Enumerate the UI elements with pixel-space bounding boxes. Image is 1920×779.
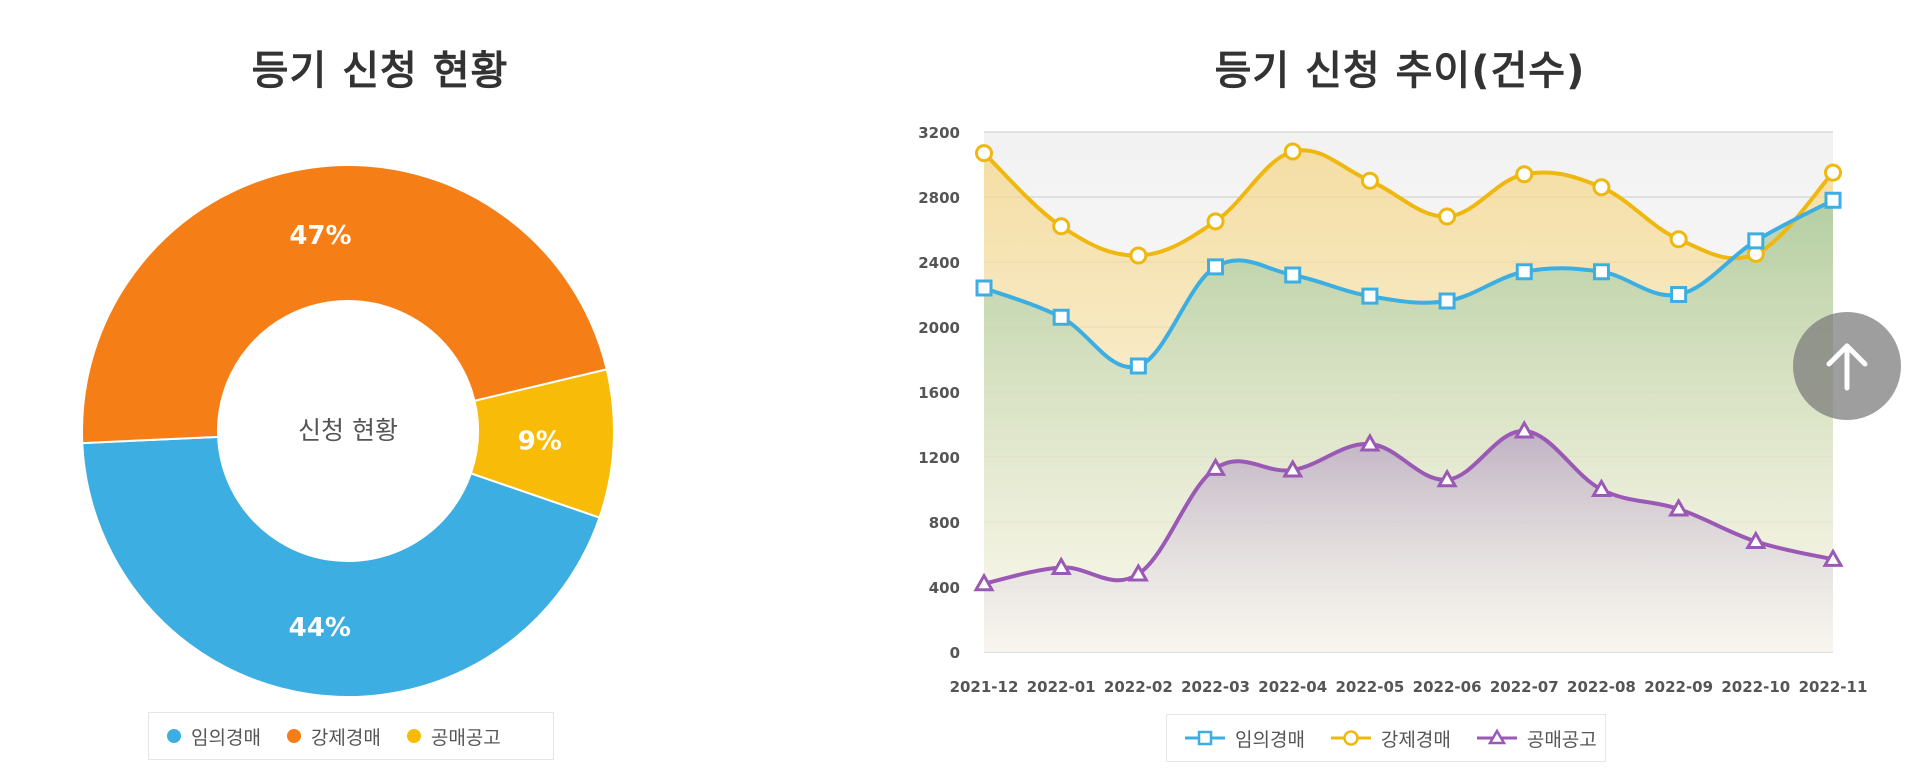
data-point[interactable]: [973, 572, 995, 592]
legend-label: 강제경매: [310, 726, 381, 749]
data-point[interactable]: [1283, 142, 1302, 161]
donut-chart: 44% 47% 9% 신청 현황: [81, 164, 615, 698]
legend-dot-icon: [167, 729, 181, 743]
data-point[interactable]: [1206, 212, 1225, 231]
line-legend: 임의경매 강제경매 공매공고: [1166, 714, 1606, 762]
donut-slice-auction-compulsory[interactable]: [81, 164, 608, 445]
data-point[interactable]: [1436, 468, 1458, 488]
data-point[interactable]: [1129, 246, 1148, 265]
data-point[interactable]: [1359, 432, 1381, 452]
x-tick-label: 2022-11: [1799, 678, 1868, 696]
data-point[interactable]: [1129, 357, 1147, 375]
data-point[interactable]: [1052, 217, 1071, 236]
series-auction-compulsory-line: [982, 148, 1835, 261]
data-point[interactable]: [1207, 258, 1225, 276]
data-point[interactable]: [1592, 178, 1611, 197]
data-point[interactable]: [1747, 232, 1765, 250]
x-tick-label: 2021-12: [950, 678, 1019, 696]
donut-chart-title: 등기 신청 현황: [251, 48, 509, 94]
legend-dot-icon: [286, 729, 301, 743]
data-point[interactable]: [1824, 163, 1842, 182]
line-chart: 0 400 800 1200 1600 2000 2400 2800 3200 2021-12 20…: [918, 124, 1867, 696]
square-marker-icon: [1185, 730, 1225, 746]
legend-item-public-sale[interactable]: 공매공고: [1476, 725, 1597, 752]
data-point[interactable]: [975, 144, 993, 163]
x-tick-label: 2022-06: [1413, 678, 1482, 696]
data-point[interactable]: [1513, 419, 1535, 439]
legend-label: 임의경매: [1235, 728, 1305, 751]
y-tick-label: 2800: [918, 189, 960, 207]
y-tick-label: 3200: [918, 124, 960, 142]
data-point[interactable]: [1822, 548, 1844, 567]
triangle-marker-icon: [1476, 728, 1517, 745]
arrow-up-icon: [1826, 343, 1868, 391]
y-tick-label: 2000: [918, 319, 960, 337]
legend-item-auction-compulsory[interactable]: 강제경매: [286, 723, 381, 750]
data-point[interactable]: [1592, 263, 1610, 281]
y-tick-label: 1600: [918, 384, 960, 402]
data-point[interactable]: [1515, 263, 1533, 281]
y-tick-label: 0: [950, 644, 960, 662]
legend-dot-icon: [406, 729, 421, 743]
donut-slice-label: 44%: [289, 613, 351, 643]
y-tick-label: 1200: [918, 449, 960, 467]
x-tick-label: 2022-03: [1181, 678, 1250, 696]
data-point[interactable]: [1669, 230, 1688, 249]
x-tick-label: 2022-07: [1490, 678, 1559, 696]
data-point[interactable]: [1361, 287, 1379, 305]
y-tick-label: 2400: [918, 254, 960, 272]
data-point[interactable]: [1438, 207, 1457, 226]
data-point[interactable]: [1360, 171, 1379, 190]
x-tick-label: 2022-05: [1335, 678, 1404, 696]
data-point[interactable]: [1668, 497, 1690, 517]
data-point[interactable]: [1282, 458, 1304, 478]
x-tick-label: 2022-02: [1104, 678, 1173, 696]
y-tick-label: 800: [929, 514, 960, 532]
y-tick-label: 400: [929, 579, 960, 597]
data-point[interactable]: [1204, 457, 1227, 476]
circle-marker-icon: [1330, 730, 1371, 746]
legend-item-public-sale[interactable]: 공매공고: [406, 723, 501, 750]
data-point[interactable]: [1127, 562, 1149, 582]
data-point[interactable]: [1438, 292, 1456, 310]
x-tick-label: 2022-10: [1721, 678, 1790, 696]
data-point[interactable]: [1050, 556, 1072, 575]
legend-label: 공매공고: [1526, 728, 1597, 751]
legend-label: 임의경매: [191, 726, 261, 749]
series-public-sale-area: [984, 430, 1833, 652]
x-tick-label: 2022-09: [1644, 678, 1713, 696]
legend-item-auction-compulsory[interactable]: 강제경매: [1330, 725, 1451, 752]
x-tick-label: 2022-08: [1567, 678, 1636, 696]
data-point[interactable]: [1590, 478, 1613, 497]
donut-slice-public-sale[interactable]: [469, 368, 615, 519]
legend-item-auction-voluntary[interactable]: 임의경매: [167, 723, 261, 750]
line-chart-title: 등기 신청 추이(건수): [1214, 48, 1586, 94]
data-point[interactable]: [1745, 530, 1767, 549]
donut-slice-auction-voluntary[interactable]: [81, 435, 601, 698]
data-point[interactable]: [1515, 165, 1534, 184]
donut-legend: 임의경매 강제경매 공매공고: [148, 712, 554, 760]
data-point[interactable]: [1284, 266, 1302, 284]
scroll-to-top-button[interactable]: [1793, 312, 1901, 420]
x-tick-label: 2022-01: [1027, 678, 1096, 696]
legend-label: 공매공고: [430, 726, 501, 749]
donut-center-label: 신청 현황: [298, 416, 398, 445]
data-point[interactable]: [975, 279, 993, 297]
legend-label: 강제경매: [1380, 728, 1451, 751]
legend-item-auction-voluntary[interactable]: 임의경매: [1185, 725, 1305, 752]
donut-slice-label: 47%: [289, 221, 351, 251]
donut-slice-label: 9%: [518, 426, 562, 456]
x-tick-label: 2022-04: [1258, 678, 1327, 696]
data-point[interactable]: [1670, 286, 1688, 303]
data-point[interactable]: [1052, 308, 1070, 326]
data-point[interactable]: [1824, 191, 1842, 209]
